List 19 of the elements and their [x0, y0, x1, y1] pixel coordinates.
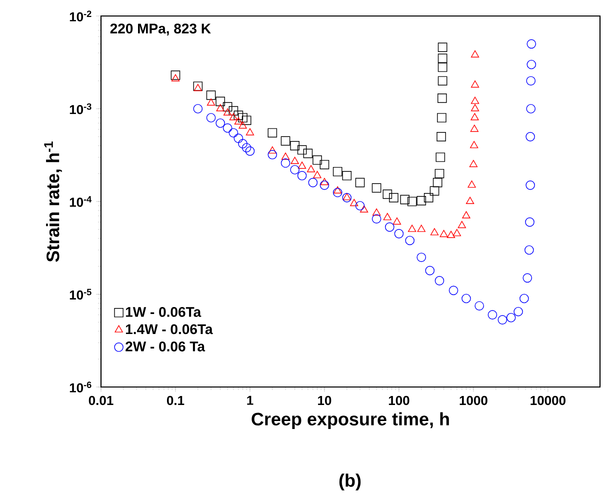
- legend-label: 2W - 0.06 Ta: [126, 342, 206, 352]
- y-axis-title: Strain rate, h$^{-1}$: [44, 141, 62, 262]
- x-tick-label: 100: [388, 396, 410, 406]
- text: (b): [339, 474, 361, 490]
- x-tick-label: 10: [318, 396, 332, 406]
- x-tick-label: 0.1: [166, 396, 184, 406]
- y-tick-label: 10$^{-5}$: [70, 288, 92, 300]
- annotation: 220 MPa, 823 K: [110, 24, 211, 36]
- x-tick-label: 1: [247, 396, 254, 405]
- y-tick-label: 10$^{-3}$: [70, 103, 92, 114]
- y-tick-label: 10$^{-6}$: [70, 382, 92, 392]
- x-axis-title: Creep exposure time, h: [252, 412, 449, 430]
- x-tick-label: 0.01: [88, 396, 114, 406]
- x-tick-label: 1000: [460, 396, 488, 406]
- legend-label: 1.4W - 0.06Ta: [126, 324, 213, 334]
- legend-label: 1W - 0.06Ta: [126, 307, 202, 317]
- y-tick-label: 10$^{-2}$: [70, 10, 92, 22]
- y-tick-label: 10$^{-4}$: [70, 196, 92, 207]
- x-tick-label: 10000: [530, 396, 566, 406]
